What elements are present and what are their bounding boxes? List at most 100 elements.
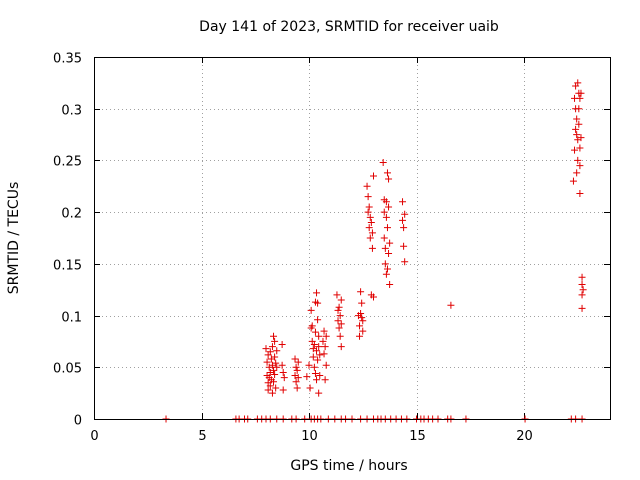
data-point: [314, 356, 322, 364]
data-point: [381, 260, 389, 268]
data-point: [292, 378, 300, 386]
data-point: [574, 156, 582, 164]
y-tick-label: 0.3: [61, 104, 82, 119]
data-point: [268, 389, 276, 397]
data-point: [294, 358, 302, 366]
y-tick-label: 0.05: [53, 362, 82, 377]
data-point: [383, 265, 391, 273]
data-point: [271, 371, 279, 379]
data-point: [278, 341, 286, 349]
data-point: [571, 146, 579, 154]
data-point: [315, 343, 323, 351]
data-point: [278, 361, 286, 369]
data-point: [280, 374, 288, 382]
data-point: [357, 288, 365, 296]
data-point: [337, 320, 345, 328]
data-point: [270, 366, 278, 374]
data-point: [335, 303, 343, 311]
data-point: [314, 299, 322, 307]
data-point: [573, 131, 581, 139]
data-point: [357, 310, 365, 318]
data-point: [262, 345, 270, 353]
data-point: [578, 281, 586, 289]
y-axis-ticks: 0 0.05 0.1 0.15 0.2 0.25 0.3 0.35: [53, 52, 610, 429]
data-point: [316, 372, 324, 380]
data-point: [367, 218, 375, 226]
data-point: [382, 213, 390, 221]
data-point: [400, 242, 408, 250]
data-point: [363, 182, 371, 190]
data-point: [292, 363, 300, 371]
y-tick-label: 0: [74, 414, 82, 429]
data-point: [576, 190, 584, 198]
data-point: [320, 350, 328, 358]
y-tick-label: 0.15: [53, 259, 82, 274]
data-point: [316, 351, 324, 359]
data-point: [399, 198, 407, 206]
data-point: [322, 361, 330, 369]
data-point: [337, 296, 345, 304]
x-axis-ticks: 0 5 10 15 20: [90, 57, 533, 444]
data-point: [574, 79, 582, 87]
data-point: [313, 347, 321, 355]
data-point: [279, 368, 287, 376]
data-point: [322, 332, 330, 340]
data-point: [359, 317, 367, 325]
y-tick-label: 0.35: [53, 52, 82, 67]
x-axis-label: GPS time / hours: [290, 458, 407, 474]
data-point: [359, 327, 367, 335]
data-point: [401, 210, 409, 218]
x-tick-label: 0: [90, 429, 98, 444]
data-point: [293, 384, 301, 392]
data-point: [291, 355, 299, 363]
data-point: [308, 322, 316, 330]
data-point: [358, 299, 366, 307]
data-point: [320, 327, 328, 335]
data-point: [576, 162, 584, 170]
data-point: [366, 234, 374, 242]
data-point: [315, 389, 323, 397]
data-point: [366, 213, 374, 221]
plot-frame: [94, 57, 611, 420]
data-point: [386, 239, 394, 247]
data-point: [382, 270, 390, 278]
data-point: [273, 363, 281, 371]
data-point: [336, 332, 344, 340]
data-point: [311, 369, 319, 377]
data-point: [272, 384, 280, 392]
x-tick-label: 20: [516, 429, 533, 444]
data-point: [268, 343, 276, 351]
data-point: [381, 244, 389, 252]
data-point: [337, 343, 345, 351]
data-point: [573, 115, 581, 123]
data-point: [576, 94, 584, 102]
data-point: [578, 273, 586, 281]
data-point: [313, 289, 321, 297]
data-point: [573, 169, 581, 177]
data-point: [306, 384, 314, 392]
data-point: [309, 353, 317, 361]
data-point: [270, 378, 278, 386]
data-point: [273, 347, 281, 355]
data-point: [370, 293, 377, 301]
data-point: [336, 312, 344, 320]
data-point: [383, 224, 391, 232]
data-point: [364, 208, 372, 216]
data-point: [386, 281, 394, 289]
data-point: [400, 224, 408, 232]
data-point: [266, 382, 274, 390]
data-point: [310, 341, 318, 349]
data-point: [272, 359, 280, 367]
data-point: [572, 125, 580, 133]
data-point: [264, 386, 272, 394]
data-point: [577, 134, 585, 142]
data-point: [579, 286, 587, 294]
y-tick-label: 0.1: [61, 311, 82, 326]
data-point: [368, 229, 376, 237]
data-point: [334, 306, 342, 314]
data-point: [380, 208, 388, 216]
data-point: [575, 120, 583, 128]
data-point: [335, 324, 343, 332]
y-axis-label: SRMTID / TECUs: [6, 182, 22, 295]
